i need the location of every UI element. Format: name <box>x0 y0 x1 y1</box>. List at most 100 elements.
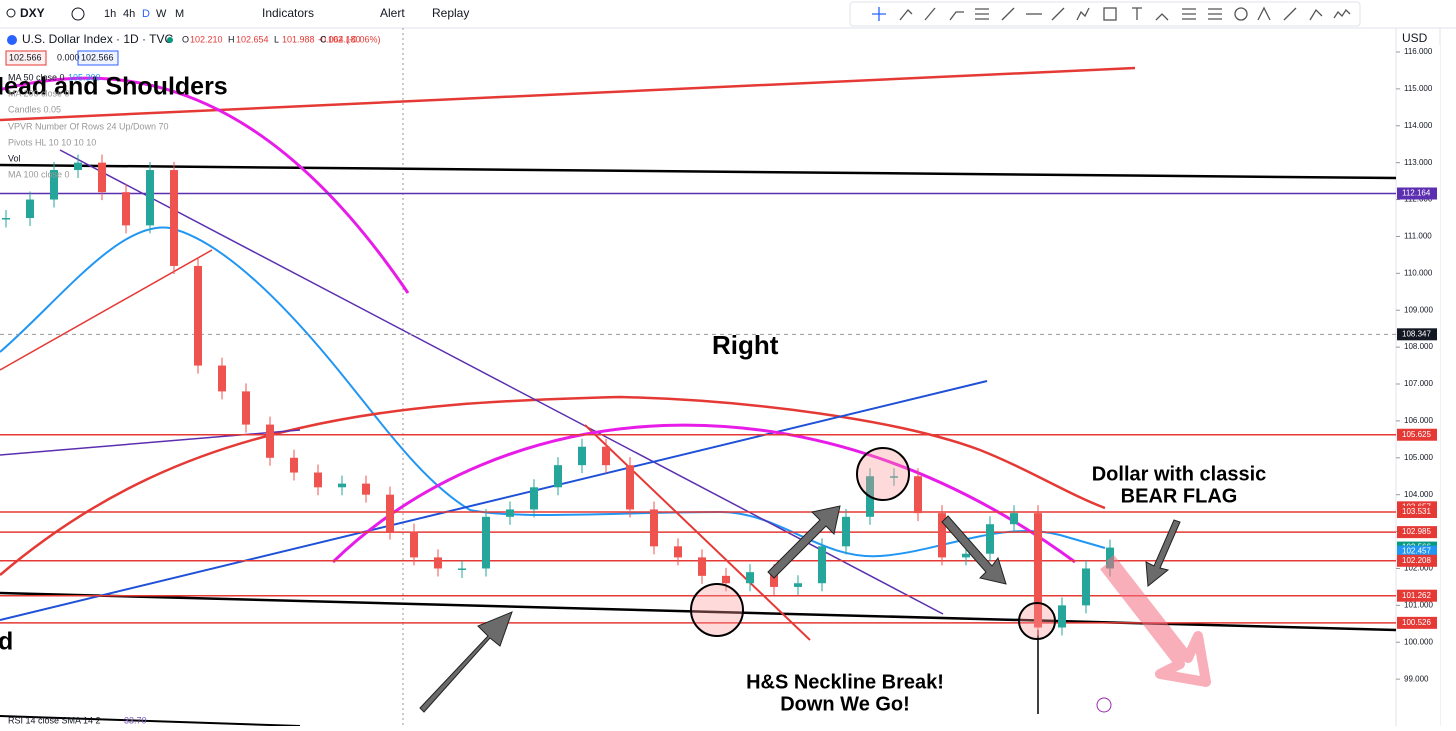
rsi-value: 33.70 <box>124 715 147 725</box>
circle <box>856 447 910 501</box>
indicator-legend: MA 200 close 0 <box>8 88 70 98</box>
y-tick-label: 114.000 <box>1404 121 1433 130</box>
drawing-toolbar[interactable] <box>849 1 1361 27</box>
candle-body <box>242 391 250 425</box>
price-label: 102.208 <box>1402 556 1431 565</box>
trend-line <box>0 380 988 621</box>
candle-body <box>314 472 322 488</box>
price-label-bg <box>1397 505 1437 518</box>
price-label: 103.531 <box>1402 507 1431 516</box>
annotation: Dollar with classic <box>1092 463 1267 485</box>
ohlc-value: 102.180 <box>328 34 361 44</box>
price-label: 100.526 <box>1402 618 1431 627</box>
price-box <box>5 50 47 66</box>
y-tick-label: 102.000 <box>1404 564 1433 573</box>
candle-body <box>530 487 538 510</box>
candle-body <box>698 557 706 576</box>
toolbar-items: DXY Indicators Alert Replay USD U.S. Dol… <box>5 6 1428 725</box>
interval-button[interactable]: 1h <box>104 8 116 20</box>
price-label: 105.625 <box>1402 430 1431 439</box>
circle <box>1018 602 1056 640</box>
annotation: Head and Shoulders <box>0 73 228 101</box>
ma-200-line <box>0 395 1106 576</box>
price-label-bg <box>1397 328 1437 341</box>
candle-body <box>26 199 34 218</box>
candle-body <box>218 365 226 392</box>
arc <box>0 76 410 294</box>
price-label-bg <box>1397 616 1437 629</box>
ohlc-key: O <box>182 34 189 44</box>
symbol[interactable]: DXY <box>20 6 45 20</box>
y-tick-label: 115.000 <box>1404 84 1433 93</box>
trend-line <box>59 149 944 615</box>
price-label: 112.164 <box>1402 189 1431 198</box>
price-box-label[interactable]: 102.566 <box>81 52 114 62</box>
price-label: 102.457 <box>1402 547 1431 556</box>
y-tick-label: 101.000 <box>1404 600 1433 609</box>
candle-body <box>938 513 946 558</box>
alert-button[interactable]: Alert <box>380 6 405 20</box>
candle-body <box>410 531 418 558</box>
projection-arrow <box>1100 554 1211 687</box>
candle-body <box>122 192 130 226</box>
arrow <box>767 505 841 579</box>
candle-body <box>1034 513 1042 628</box>
indicator-legend: Pivots HL 10 10 10 10 <box>8 137 96 147</box>
candle-body <box>482 516 490 569</box>
candle-body <box>266 424 274 458</box>
candle-body <box>818 546 826 584</box>
price-box-label[interactable]: 102.566 <box>9 52 42 62</box>
currency[interactable]: USD <box>1402 31 1428 45</box>
annotation: BEAR FLAG <box>1121 485 1238 507</box>
candle-body <box>770 572 778 587</box>
ohlc-key: L <box>274 34 279 44</box>
trend-line <box>0 429 301 456</box>
indicator-legend: Candles 0.05 <box>8 104 61 114</box>
price-box <box>77 50 119 66</box>
ohlc-value: 101.988 <box>282 34 315 44</box>
candle-body <box>146 170 154 226</box>
y-tick-label: 104.000 <box>1404 490 1433 499</box>
add-icon[interactable] <box>71 7 85 21</box>
candle-body <box>626 465 634 510</box>
y-tick-label: 109.000 <box>1404 305 1433 314</box>
price-box-label[interactable]: 0.000 <box>57 52 80 62</box>
overlays <box>419 447 1211 713</box>
indicators-button[interactable]: Indicators <box>262 6 314 20</box>
candle-body <box>98 162 106 193</box>
replay-button[interactable]: Replay <box>432 6 469 20</box>
interval-button[interactable]: D <box>142 8 150 20</box>
symbol-logo <box>7 35 17 45</box>
price-label: 101.262 <box>1402 591 1431 600</box>
y-tick-label: 106.000 <box>1404 416 1433 425</box>
trend-line <box>0 66 1136 122</box>
ma-50-line <box>0 226 1106 558</box>
price-label: 108.347 <box>1402 329 1431 338</box>
candle-body <box>506 509 514 517</box>
arc <box>331 423 1076 564</box>
price-label-bg <box>1397 545 1437 558</box>
annotations: Head and Shoulders Right Dollar with cla… <box>0 73 1266 716</box>
market-status <box>167 37 173 43</box>
interval-button[interactable]: 4h <box>123 8 135 20</box>
y-tick-label: 105.000 <box>1404 453 1433 462</box>
candle-body <box>194 265 202 366</box>
interval-button[interactable]: M <box>175 8 184 20</box>
candle-body <box>746 572 754 584</box>
candle-body <box>650 509 658 547</box>
candle-body <box>74 162 82 171</box>
candle-body <box>602 446 610 466</box>
ohlc-value: 102.654 <box>236 34 269 44</box>
candle-body <box>578 446 586 466</box>
candle-body <box>434 557 442 569</box>
candle-body <box>842 516 850 547</box>
price-axis: 116.000115.000114.000113.000112.000111.0… <box>1396 45 1440 726</box>
price-label-bg <box>1397 554 1437 567</box>
interval-button[interactable]: W <box>156 8 167 20</box>
candle-body <box>554 465 562 488</box>
annotation: Down We Go! <box>780 693 910 715</box>
candle-body <box>386 494 394 532</box>
price-label-bg <box>1397 526 1437 539</box>
candle-body <box>1058 605 1066 628</box>
